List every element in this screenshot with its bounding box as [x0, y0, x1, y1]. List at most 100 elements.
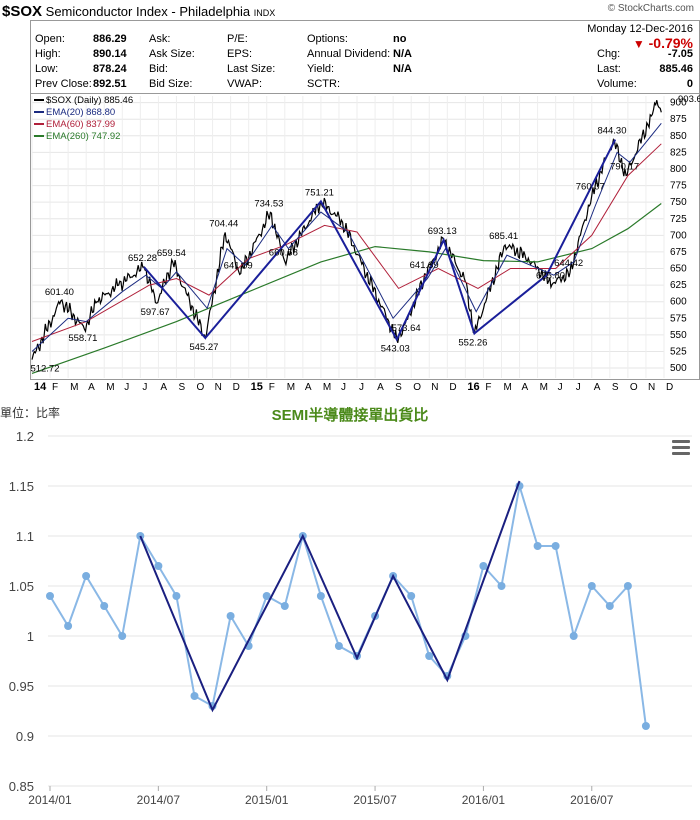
x-tick-label: A [594, 382, 601, 393]
y-tick-label: 0.95 [9, 679, 34, 694]
x-tick-label: 2015/01 [245, 793, 289, 807]
price-annotation: 601.40 [45, 287, 74, 298]
change-percent: ▼ -0.79% [632, 35, 693, 51]
quote-label: EPS: [227, 48, 253, 60]
x-tick-label: 2014/07 [137, 793, 181, 807]
x-tick-label: N [431, 382, 438, 393]
x-tick-label: S [395, 382, 402, 393]
price-annotation: 625.80 [536, 271, 565, 282]
ratio-point [226, 612, 235, 620]
x-tick-label: O [630, 382, 638, 393]
y-tick-label: 725 [670, 214, 687, 225]
x-tick-label: J [124, 382, 129, 393]
legend-swatch [34, 135, 44, 138]
ratio-point [154, 562, 163, 570]
y-tick-label: 0.85 [9, 779, 34, 794]
menu-icon[interactable] [672, 440, 690, 458]
quote-label: P/E: [227, 33, 248, 45]
quote-label: Last Size: [227, 63, 276, 75]
legend-text: EMA(20) 868.80 [46, 107, 116, 118]
ratio-point [551, 542, 560, 550]
quote-label: Bid: [149, 63, 168, 75]
x-tick-label: A [522, 382, 529, 393]
y-tick-label: 625 [670, 280, 687, 291]
x-tick-label: F [52, 382, 58, 393]
quote-label: SCTR: [307, 78, 340, 90]
quote-label: Bid Size: [149, 78, 193, 90]
ratio-point [407, 592, 416, 600]
quote-value: 0 [686, 78, 693, 90]
x-tick-label: M [106, 382, 114, 393]
ratio-point [262, 592, 271, 600]
ratio-point [280, 602, 289, 610]
quote-value: 892.51 [93, 78, 127, 90]
quote-label: Annual Dividend: [307, 48, 391, 60]
y-tick-label: 675 [670, 247, 687, 258]
x-tick-label: 2015/07 [353, 793, 397, 807]
price-annotation: 573.64 [392, 323, 421, 334]
x-tick-label: O [413, 382, 421, 393]
legend-item: EMA(60) 837.99 [34, 119, 133, 131]
x-tick-label: A [305, 382, 312, 393]
ratio-point [118, 632, 127, 640]
sox-price-svg: 500 525 550 575 600 625 650 675 700 725 750 775 800 8… [30, 94, 700, 393]
quote-label: Ask Size: [149, 48, 195, 60]
x-tick-label: F [269, 382, 275, 393]
x-tick-label: M [70, 382, 78, 393]
ratio-point [46, 592, 54, 600]
y-tick-label: 875 [670, 114, 687, 125]
ratio-point [82, 572, 91, 580]
x-tick-label: S [178, 382, 185, 393]
y-tick-label: 550 [670, 330, 687, 341]
y-tick-label: 1.05 [9, 579, 34, 594]
price-annotation: 660.58 [269, 247, 298, 258]
last-price-label: 903.64 [678, 94, 700, 105]
x-tick-label: O [197, 382, 205, 393]
quote-value: N/A [393, 48, 412, 60]
ratio-point [587, 582, 596, 590]
x-tick-label: J [576, 382, 581, 393]
price-annotation: 704.44 [209, 218, 238, 229]
index-name: Semiconductor Index - Philadelphia [45, 4, 251, 19]
legend-item: EMA(20) 868.80 [34, 107, 133, 119]
ratio-point [623, 582, 632, 590]
price-annotation: 790.17 [610, 162, 639, 173]
y-tick-label: 500 [670, 363, 687, 374]
ratio-point [334, 642, 343, 650]
down-triangle-icon: ▼ [632, 37, 645, 51]
x-tick-label: D [666, 382, 673, 393]
legend-text: $SOX (Daily) 885.46 [46, 95, 134, 106]
quote-value: 885.46 [659, 63, 693, 75]
ema60-line [31, 143, 662, 342]
price-annotation: 844.30 [597, 126, 626, 137]
exchange-label: INDX [253, 8, 276, 18]
y-tick-label: 700 [670, 230, 687, 241]
x-tick-label: A [88, 382, 95, 393]
semi-chart-title: SEMI半導體接單出貨比 [271, 407, 429, 424]
ratio-point [316, 592, 325, 600]
quote-label: Open: [35, 33, 65, 45]
quote-value: no [393, 33, 407, 45]
price-annotation: 644.42 [554, 258, 583, 269]
price-annotation: 641.39 [410, 260, 439, 271]
sox-chart-panel: $SOX Semiconductor Index - Philadelphia … [0, 0, 700, 400]
y-tick-label: 775 [670, 181, 687, 192]
ema260-line [31, 203, 662, 374]
quote-label: VWAP: [227, 78, 263, 90]
quote-date: Monday 12-Dec-2016 [587, 23, 693, 35]
price-annotation: 652.28 [128, 253, 157, 264]
x-tick-label: N [648, 382, 655, 393]
zigzag-line [139, 480, 521, 713]
ratio-point [569, 632, 578, 640]
chart-title: $SOX Semiconductor Index - Philadelphia … [2, 3, 276, 20]
ratio-point [533, 542, 542, 550]
y-tick-label: 750 [670, 197, 687, 208]
price-annotation: 693.13 [428, 226, 457, 237]
x-tick-label: 14 [34, 381, 47, 393]
x-tick-label: J [142, 382, 147, 393]
ema20-line [31, 122, 662, 352]
y-tick-label: 800 [670, 164, 687, 175]
price-annotation: 760.07 [576, 181, 605, 192]
legend-swatch [34, 111, 44, 114]
legend-text: EMA(260) 747.92 [46, 131, 121, 142]
